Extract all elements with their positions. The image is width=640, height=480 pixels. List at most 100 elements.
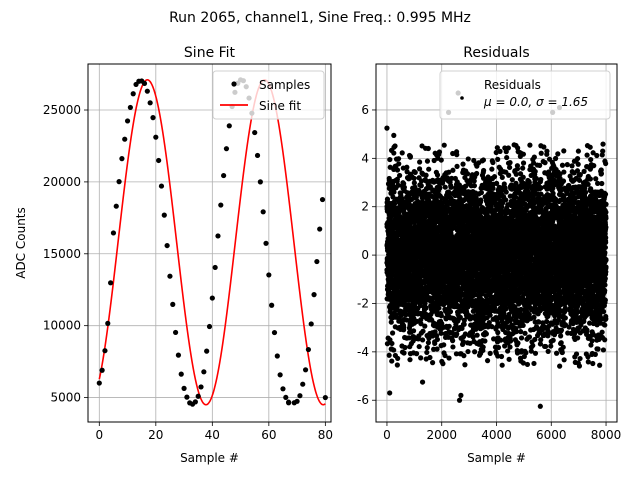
residual-point — [407, 357, 413, 363]
residual-point — [417, 159, 423, 165]
residual-point — [416, 343, 422, 350]
sample-point — [277, 372, 283, 378]
residual-point — [389, 358, 395, 364]
residual-point — [484, 358, 491, 364]
residual-point — [395, 355, 401, 362]
sample-point — [164, 242, 170, 249]
sample-point — [195, 393, 201, 399]
sample-point — [305, 346, 311, 353]
residual-point — [515, 340, 521, 346]
sample-point — [266, 272, 272, 278]
sample-point — [170, 301, 176, 307]
sample-point — [119, 156, 125, 162]
y-tick-label: 10000 — [43, 319, 81, 333]
residual-point — [495, 329, 501, 336]
sine-fit-legend: Samples Sine fit — [212, 70, 325, 120]
sample-point — [271, 329, 278, 336]
residual-point — [499, 174, 505, 181]
residual-point — [391, 189, 397, 195]
residual-point — [424, 158, 431, 164]
residual-point — [498, 353, 505, 360]
residual-point — [450, 167, 456, 173]
residual-point — [426, 335, 432, 341]
residual-point — [497, 148, 503, 154]
residual-point — [406, 335, 412, 341]
residual-point — [454, 152, 460, 158]
sample-point — [254, 152, 261, 159]
sample-point — [302, 367, 309, 373]
residual-point — [391, 347, 397, 353]
sine-fit-panel: Sine Fit 0 20 40 60 805000100001500020000250… — [14, 45, 333, 465]
x-tick-label: 60 — [261, 428, 276, 442]
sample-point — [102, 348, 108, 354]
sample-point — [311, 292, 317, 298]
residual-point — [495, 344, 502, 351]
residual-point — [491, 174, 498, 180]
sine-fit-legend-box — [212, 70, 325, 120]
sample-point — [105, 320, 111, 326]
residual-point — [423, 305, 429, 311]
residual-point — [441, 142, 447, 148]
sample-point — [108, 280, 114, 286]
sample-point — [252, 129, 258, 136]
residual-point — [499, 362, 505, 368]
residuals-title: Residuals — [463, 45, 529, 61]
residual-point — [412, 184, 418, 190]
residual-point — [438, 313, 444, 319]
sample-point — [184, 394, 190, 400]
residual-point — [424, 349, 430, 356]
sample-point — [161, 212, 167, 218]
residual-point — [401, 324, 407, 330]
residual-point — [418, 321, 424, 327]
sample-point — [283, 394, 289, 401]
residual-point — [384, 341, 391, 347]
sample-point — [319, 196, 326, 203]
sample-point — [269, 302, 275, 308]
sample-point — [257, 179, 263, 185]
sample-point — [297, 393, 303, 399]
y-tick-label: 5000 — [50, 391, 81, 405]
residual-point — [507, 160, 513, 166]
sample-point — [286, 400, 292, 406]
legend-sine-fit-label: Sine fit — [259, 99, 301, 113]
sample-point — [181, 385, 187, 391]
residual-point — [434, 336, 441, 343]
sample-point — [147, 100, 153, 106]
sine-fit-title: Sine Fit — [184, 45, 236, 61]
residual-point — [423, 172, 429, 178]
residual-point — [427, 354, 433, 361]
residual-point — [504, 154, 510, 161]
y-tick-label: 15000 — [43, 247, 81, 261]
y-tick-label: 25000 — [43, 103, 81, 117]
residual-point — [404, 164, 410, 170]
sample-point — [116, 179, 122, 185]
sample-point — [198, 384, 204, 390]
residual-point — [414, 318, 420, 324]
residual-point — [391, 150, 397, 156]
sample-point — [96, 380, 102, 386]
residual-point — [506, 172, 512, 178]
sample-point — [294, 398, 300, 404]
residual-point — [387, 156, 393, 163]
residual-point — [434, 172, 441, 178]
residual-point — [460, 161, 466, 167]
residual-point — [441, 342, 447, 348]
sample-point — [124, 118, 131, 124]
residual-point — [422, 323, 428, 329]
sample-point — [263, 240, 269, 246]
residual-point — [391, 201, 398, 207]
residual-point — [474, 170, 480, 177]
residual-point — [425, 340, 432, 346]
sample-point — [223, 146, 230, 152]
residual-point — [509, 177, 515, 183]
residual-point — [412, 169, 418, 176]
sample-point — [226, 123, 232, 129]
sine-fit-plot-area — [88, 64, 331, 422]
residual-point — [429, 295, 435, 302]
sample-point — [300, 381, 306, 387]
sample-point — [141, 80, 148, 87]
sine-fit-data — [96, 77, 328, 407]
residual-point — [395, 182, 401, 188]
residual-point — [489, 166, 495, 172]
